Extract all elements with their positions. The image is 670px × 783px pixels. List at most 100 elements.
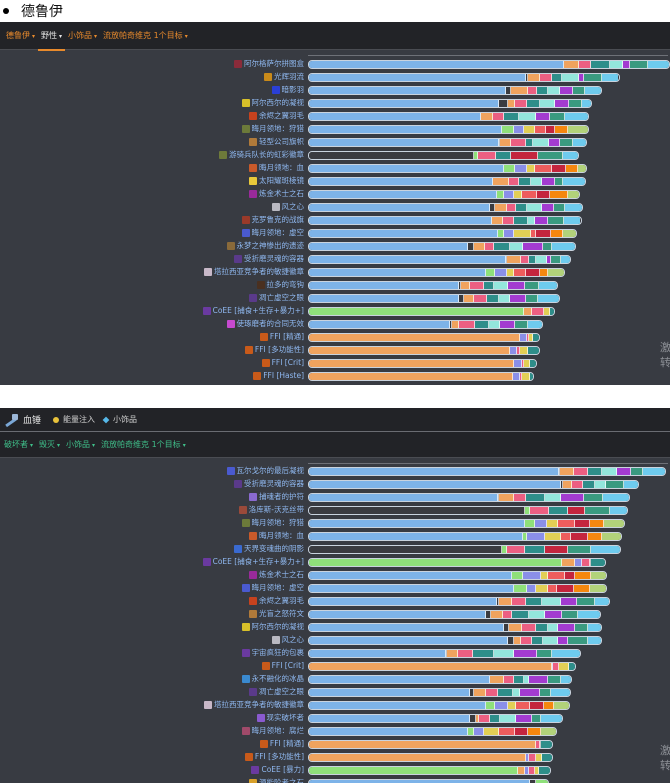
item-link[interactable]: 阿尔西尔的凝视 — [241, 96, 304, 109]
bar-segment-sky[interactable] — [537, 295, 559, 302]
filter-tab[interactable]: 小饰品 ▾ — [66, 437, 95, 452]
bar-segment-yellow[interactable] — [527, 165, 536, 172]
item-link[interactable]: 永不融化的冰晶 — [241, 672, 304, 685]
bar-segment-orange[interactable] — [508, 100, 515, 107]
bar-segment-seagreen[interactable] — [543, 243, 553, 250]
filter-tab[interactable]: 破坏者 ▾ — [4, 437, 33, 452]
dps-bar[interactable] — [308, 294, 560, 303]
bar-segment-teal[interactable] — [525, 139, 534, 146]
bar-segment-lav[interactable] — [509, 347, 518, 354]
bar-segment-dark[interactable] — [450, 321, 452, 328]
item-link[interactable]: 轻型公司旗帜 — [249, 135, 304, 148]
bar-segment-yellow[interactable] — [513, 191, 523, 198]
dps-bar[interactable] — [308, 203, 583, 212]
dps-bar[interactable] — [308, 610, 602, 619]
bar-segment-base[interactable] — [309, 702, 487, 709]
bar-segment-pink[interactable] — [478, 152, 497, 159]
bar-segment-crimson[interactable] — [545, 546, 568, 553]
bar-segment-lav[interactable] — [495, 269, 508, 276]
item-link[interactable]: FFI [Haste] — [253, 369, 304, 382]
bar-segment-teal[interactable] — [529, 256, 537, 263]
bar-segment-lav[interactable] — [495, 702, 509, 709]
bar-segment-pink[interactable] — [507, 546, 525, 553]
bar-segment-teal[interactable] — [538, 767, 551, 774]
item-link[interactable]: 洛库斯-沃克丝带 — [238, 503, 304, 516]
dps-bar[interactable] — [308, 177, 587, 186]
bar-segment-orange[interactable] — [463, 295, 475, 302]
dps-bar[interactable] — [308, 571, 607, 580]
bar-segment-orange[interactable] — [507, 256, 521, 263]
bar-segment-purple[interactable] — [617, 468, 631, 475]
dps-bar[interactable] — [308, 467, 667, 476]
bar-segment-pink[interactable] — [530, 507, 549, 514]
item-link[interactable]: 晦月领地：狩猎 — [241, 122, 304, 135]
bar-segment-dark[interactable] — [506, 87, 511, 94]
bar-segment-lime[interactable] — [602, 533, 621, 540]
bar-segment-seagreen[interactable] — [550, 256, 561, 263]
bar-segment-lime[interactable] — [563, 230, 576, 237]
bar-segment-sky[interactable] — [551, 689, 570, 696]
bar-segment-teal[interactable] — [541, 741, 552, 748]
bar-segment-pink[interactable] — [492, 113, 504, 120]
bar-segment-teal[interactable] — [503, 113, 520, 120]
bar-segment-teal[interactable] — [536, 87, 548, 94]
bar-segment-orange[interactable] — [473, 689, 486, 696]
dps-bar[interactable] — [308, 545, 621, 554]
bar-segment-seagreen[interactable] — [567, 546, 591, 553]
bar-segment-lav[interactable] — [575, 559, 582, 566]
bar-segment-cyan[interactable] — [489, 321, 501, 328]
bar-segment-green[interactable] — [535, 780, 548, 783]
bar-segment-seagreen[interactable] — [568, 637, 589, 644]
bar-segment-lime[interactable] — [541, 728, 556, 735]
bar-segment-dark[interactable] — [459, 295, 464, 302]
bar-segment-cyan[interactable] — [493, 650, 514, 657]
bar-segment-teal[interactable] — [531, 637, 543, 644]
bar-segment-sky[interactable] — [647, 61, 669, 68]
bar-segment-orange[interactable] — [461, 282, 470, 289]
bar-segment-lav[interactable] — [520, 334, 528, 341]
bar-segment-lav[interactable] — [526, 533, 545, 540]
filter-tab[interactable]: 毁灭 ▾ — [39, 437, 60, 452]
bar-segment-pink[interactable] — [511, 139, 526, 146]
bar-segment-orange[interactable] — [564, 61, 579, 68]
bar-segment-sky[interactable] — [578, 611, 600, 618]
bar-segment-teal[interactable] — [541, 754, 552, 761]
bar-segment-base[interactable] — [309, 295, 460, 302]
bar-segment-teal[interactable] — [536, 624, 549, 631]
bar-segment-green[interactable] — [497, 230, 505, 237]
bar-segment-lav[interactable] — [525, 767, 530, 774]
bar-segment-orange[interactable] — [309, 373, 513, 380]
bar-segment-base[interactable] — [309, 256, 507, 263]
bar-segment-cyan[interactable] — [519, 113, 536, 120]
bar-segment-seagreen[interactable] — [548, 217, 565, 224]
dps-bar[interactable] — [308, 558, 607, 567]
bar-segment-crimson[interactable] — [525, 269, 541, 276]
bar-segment-purple[interactable] — [547, 256, 551, 263]
bar-segment-sky[interactable] — [560, 256, 570, 263]
item-link[interactable]: 晦月领地：血 — [249, 529, 304, 542]
bar-segment-cyan[interactable] — [542, 637, 559, 644]
bar-segment-dark[interactable] — [561, 481, 563, 488]
dps-bar[interactable] — [308, 73, 620, 82]
bar-segment-pink[interactable] — [522, 360, 524, 367]
item-link[interactable]: 捕魂者的护符 — [249, 490, 304, 503]
bar-segment-base[interactable] — [309, 282, 460, 289]
bar-segment-lime[interactable] — [547, 269, 564, 276]
bar-segment-base[interactable] — [309, 230, 498, 237]
bar-segment-crimson[interactable] — [565, 572, 576, 579]
bar-segment-pink[interactable] — [517, 347, 521, 354]
dps-bar[interactable] — [308, 229, 577, 238]
bar-segment-dark[interactable] — [508, 637, 514, 644]
bar-segment-seagreen[interactable] — [539, 689, 552, 696]
bar-segment-green[interactable] — [511, 572, 524, 579]
bar-segment-orange[interactable] — [491, 217, 504, 224]
bar-segment-pink[interactable] — [485, 689, 499, 696]
bar-segment-lav[interactable] — [504, 230, 514, 237]
bar-segment-sky[interactable] — [565, 204, 582, 211]
dps-bar[interactable] — [308, 636, 602, 645]
bar-segment-sky[interactable] — [552, 243, 575, 250]
bar-segment-sky[interactable] — [563, 152, 578, 159]
bar-segment-base[interactable] — [309, 520, 526, 527]
bar-segment-green[interactable] — [486, 702, 496, 709]
bar-segment-seagreen[interactable] — [525, 295, 538, 302]
